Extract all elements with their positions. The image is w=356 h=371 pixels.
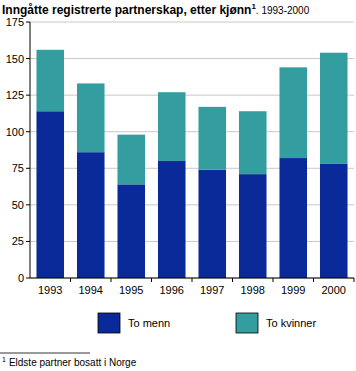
bar	[117, 184, 145, 278]
legend-swatch	[98, 313, 120, 333]
x-tick	[151, 278, 152, 282]
footnote-marker: 1	[2, 356, 6, 363]
y-tick	[26, 95, 30, 96]
legend-label: To kvinner	[266, 317, 316, 329]
x-tick-label: 1994	[79, 284, 103, 296]
bar	[239, 111, 267, 174]
x-axis	[30, 278, 354, 279]
title-text: Inngåtte registrerte partnerskap, etter …	[2, 3, 251, 17]
bar	[320, 53, 348, 164]
x-tick	[70, 278, 71, 282]
y-tick	[26, 22, 30, 23]
x-tick-label: 1998	[241, 284, 265, 296]
y-tick-label: 175	[6, 16, 24, 28]
title: Inngåtte registrerte partnerskap, etter …	[2, 2, 310, 17]
y-tick-label: 100	[6, 126, 24, 138]
y-tick-label: 150	[6, 53, 24, 65]
y-tick	[26, 204, 30, 205]
bar	[158, 161, 186, 278]
bar	[77, 152, 105, 278]
legend-swatch	[236, 313, 258, 333]
x-tick-label: 1999	[281, 284, 305, 296]
footnote: 1Eldste partner bosatt i Norge	[2, 356, 137, 368]
legend-label: To menn	[128, 317, 170, 329]
y-tick	[26, 168, 30, 169]
footnote-rule	[0, 353, 90, 354]
y-tick	[26, 58, 30, 59]
y-tick	[26, 278, 30, 279]
bar	[117, 135, 145, 185]
x-tick	[111, 278, 112, 282]
bars	[36, 50, 347, 278]
y-tick-label: 0	[18, 272, 24, 284]
bar	[198, 170, 226, 278]
bar	[239, 174, 267, 278]
bar	[77, 83, 105, 152]
y-tick-label: 125	[6, 89, 24, 101]
y-tick	[26, 241, 30, 242]
x-tick-label: 1997	[200, 284, 224, 296]
y-tick-label: 25	[12, 235, 24, 247]
grid-line	[30, 278, 354, 279]
x-tick-label: 1996	[160, 284, 184, 296]
x-tick-label: 2000	[322, 284, 346, 296]
chart: Inngåtte registrerte partnerskap, etter …	[0, 0, 356, 371]
bar	[36, 50, 64, 111]
bar	[279, 67, 307, 158]
x-tick	[354, 278, 355, 282]
grid-line	[30, 58, 354, 59]
bar	[320, 164, 348, 278]
footnote-text: Eldste partner bosatt i Norge	[9, 357, 137, 368]
bar	[279, 158, 307, 278]
bar	[198, 107, 226, 170]
y-tick	[26, 131, 30, 132]
x-tick	[192, 278, 193, 282]
x-tick-label: 1993	[38, 284, 62, 296]
x-tick	[232, 278, 233, 282]
x-tick	[313, 278, 314, 282]
x-tick	[273, 278, 274, 282]
y-axis	[30, 22, 31, 278]
bar	[158, 92, 186, 161]
grid-line	[30, 22, 354, 23]
title-suffix: . 1993-2000	[256, 5, 310, 16]
x-tick-label: 1995	[119, 284, 143, 296]
y-tick-label: 75	[12, 162, 24, 174]
y-tick-label: 50	[12, 199, 24, 211]
bar	[36, 111, 64, 278]
